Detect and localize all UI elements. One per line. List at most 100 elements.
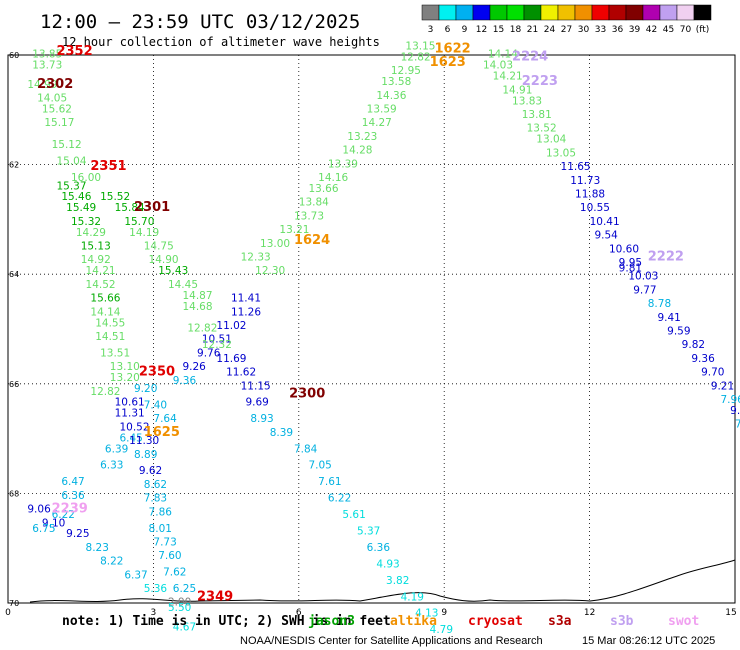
swh-point: 7.40 xyxy=(144,399,167,411)
swh-point: 7.61 xyxy=(318,476,341,488)
swh-point: 9.69 xyxy=(245,397,268,409)
swh-point: 13.85 xyxy=(32,49,62,61)
swh-point: 11.02 xyxy=(216,320,246,332)
swh-point: 9.26 xyxy=(182,361,206,373)
swh-point: 14.45 xyxy=(168,279,198,291)
swh-point: 13.84 xyxy=(299,197,329,209)
y-tick-label: 60 xyxy=(9,51,19,60)
colorbar-swatch xyxy=(438,4,457,21)
colorbar-swatch xyxy=(574,4,593,21)
swh-point: 8.78 xyxy=(648,298,671,310)
swh-point: 13.21 xyxy=(279,224,309,236)
grid-lines xyxy=(8,55,735,603)
colorbar-swatch xyxy=(523,4,542,21)
swh-point: 14.36 xyxy=(376,90,406,102)
pass-label: 2302 xyxy=(37,77,73,92)
swh-point: 8.89 xyxy=(134,449,157,461)
swh-point: 9.54 xyxy=(594,230,618,242)
swh-point: 14.75 xyxy=(144,241,174,253)
x-tick-label: 6 xyxy=(296,608,302,618)
pass-label: 2352 xyxy=(56,44,92,59)
legend-entry: jason3 xyxy=(308,614,355,629)
swh-point: 12.30 xyxy=(255,265,285,277)
legend-entry: altika xyxy=(390,614,437,629)
pass-labels: 2352 2302 2351 2301 2350 2300 1625 1624 16221623… xyxy=(37,41,684,604)
swh-point: 13.58 xyxy=(381,76,411,88)
axis-ticks: 0 3 6 9 12 15 60 62 64 66 68 70 xyxy=(5,51,737,618)
swh-point: 14.52 xyxy=(86,279,116,291)
swh-point: 15.49 xyxy=(66,202,96,214)
swh-point: 9.10 xyxy=(42,517,65,529)
swh-point: 7.60 xyxy=(158,550,181,562)
pass-label: 2224 xyxy=(512,49,548,64)
swh-point: 13.23 xyxy=(347,131,377,143)
x-tick-label: 15 xyxy=(725,608,736,618)
swh-point: 7.73 xyxy=(153,536,176,548)
swh-point: 9.95 xyxy=(619,257,642,269)
swh-point: 15.32 xyxy=(71,216,101,228)
swh-point: 16.00 xyxy=(71,172,101,184)
swh-point: 9.82 xyxy=(682,339,705,351)
swh-point: 14.87 xyxy=(182,290,212,302)
swh-point: 13.73 xyxy=(32,60,62,72)
swh-point: 12.95 xyxy=(391,65,421,77)
colorbar-legend: 3 6 9 12 15 18 21 24 27 30 33 36 39 42 45 70 (ft) xyxy=(421,4,712,35)
data-points: 13.8513.7314.9914.0515.6215.1715.1215.04… xyxy=(27,41,740,637)
swh-point: 15.84 xyxy=(115,202,145,214)
colorbar-swatch xyxy=(557,4,576,21)
colorbar-label: 9 xyxy=(462,25,468,35)
swh-point: 6.22 xyxy=(52,509,75,521)
swh-point: 15.37 xyxy=(56,180,86,192)
swh-point: 6.47 xyxy=(61,476,84,488)
swh-point: 9.6 xyxy=(730,405,740,417)
swh-point: 15.12 xyxy=(52,139,82,151)
swh-point: 15.70 xyxy=(124,216,154,228)
swh-point: 11.62 xyxy=(226,367,256,379)
y-tick-label: 62 xyxy=(9,161,19,170)
pass-label: 1624 xyxy=(294,233,330,248)
swh-point: 14.16 xyxy=(318,172,348,184)
pass-label: 2222 xyxy=(648,250,684,265)
pass-label: 2300 xyxy=(289,387,325,402)
swh-point: 13.83 xyxy=(512,95,542,107)
colorbar-label: 18 xyxy=(510,25,522,35)
swh-point: 9.76 xyxy=(197,347,221,359)
colorbar-label: 27 xyxy=(561,25,572,35)
swh-point: 13.00 xyxy=(260,238,290,250)
colorbar-label: 24 xyxy=(544,25,556,35)
swh-point: 10.41 xyxy=(590,216,620,228)
swh-point: 14.28 xyxy=(342,145,372,157)
x-tick-label: 0 xyxy=(5,608,11,618)
swh-point: 7.84 xyxy=(294,443,318,455)
swh-point: 9.62 xyxy=(139,465,162,477)
plot-frame xyxy=(7,54,736,604)
swh-point: 9.77 xyxy=(633,284,656,296)
swh-point: 12.82 xyxy=(90,386,120,398)
swh-point: 8.93 xyxy=(250,413,273,425)
footer-timestamp: 15 Mar 08:26:12 UTC 2025 xyxy=(582,635,715,647)
swh-point: 13.52 xyxy=(527,123,557,135)
pass-label: 2301 xyxy=(134,200,170,215)
swh-point: 11.88 xyxy=(575,188,605,200)
colorbar-label: 39 xyxy=(629,25,641,35)
swh-point: 11.30 xyxy=(129,435,159,447)
swh-point: 8.23 xyxy=(86,542,109,554)
swh-point: 14.29 xyxy=(76,227,106,239)
swh-point: 13.73 xyxy=(294,210,324,222)
swh-point: 7.83 xyxy=(144,493,167,505)
swh-point: 6.39 xyxy=(105,443,128,455)
colorbar-swatch xyxy=(472,4,491,21)
swh-point: 12.33 xyxy=(241,252,271,264)
swh-point: 14.51 xyxy=(95,331,125,343)
swh-point: 10.55 xyxy=(580,202,610,214)
swh-point: 2.90 xyxy=(168,597,191,609)
swh-point: 15.46 xyxy=(61,191,91,203)
swh-point: 6.36 xyxy=(61,490,85,502)
swh-point: 10.60 xyxy=(609,243,639,255)
colorbar-swatch xyxy=(608,4,627,21)
pass-label: 2349 xyxy=(197,589,233,604)
pass-label: 2239 xyxy=(52,502,88,517)
legend-entry: s3a xyxy=(548,614,572,629)
swh-point: 14.21 xyxy=(86,265,116,277)
colorbar-swatch xyxy=(659,4,678,21)
